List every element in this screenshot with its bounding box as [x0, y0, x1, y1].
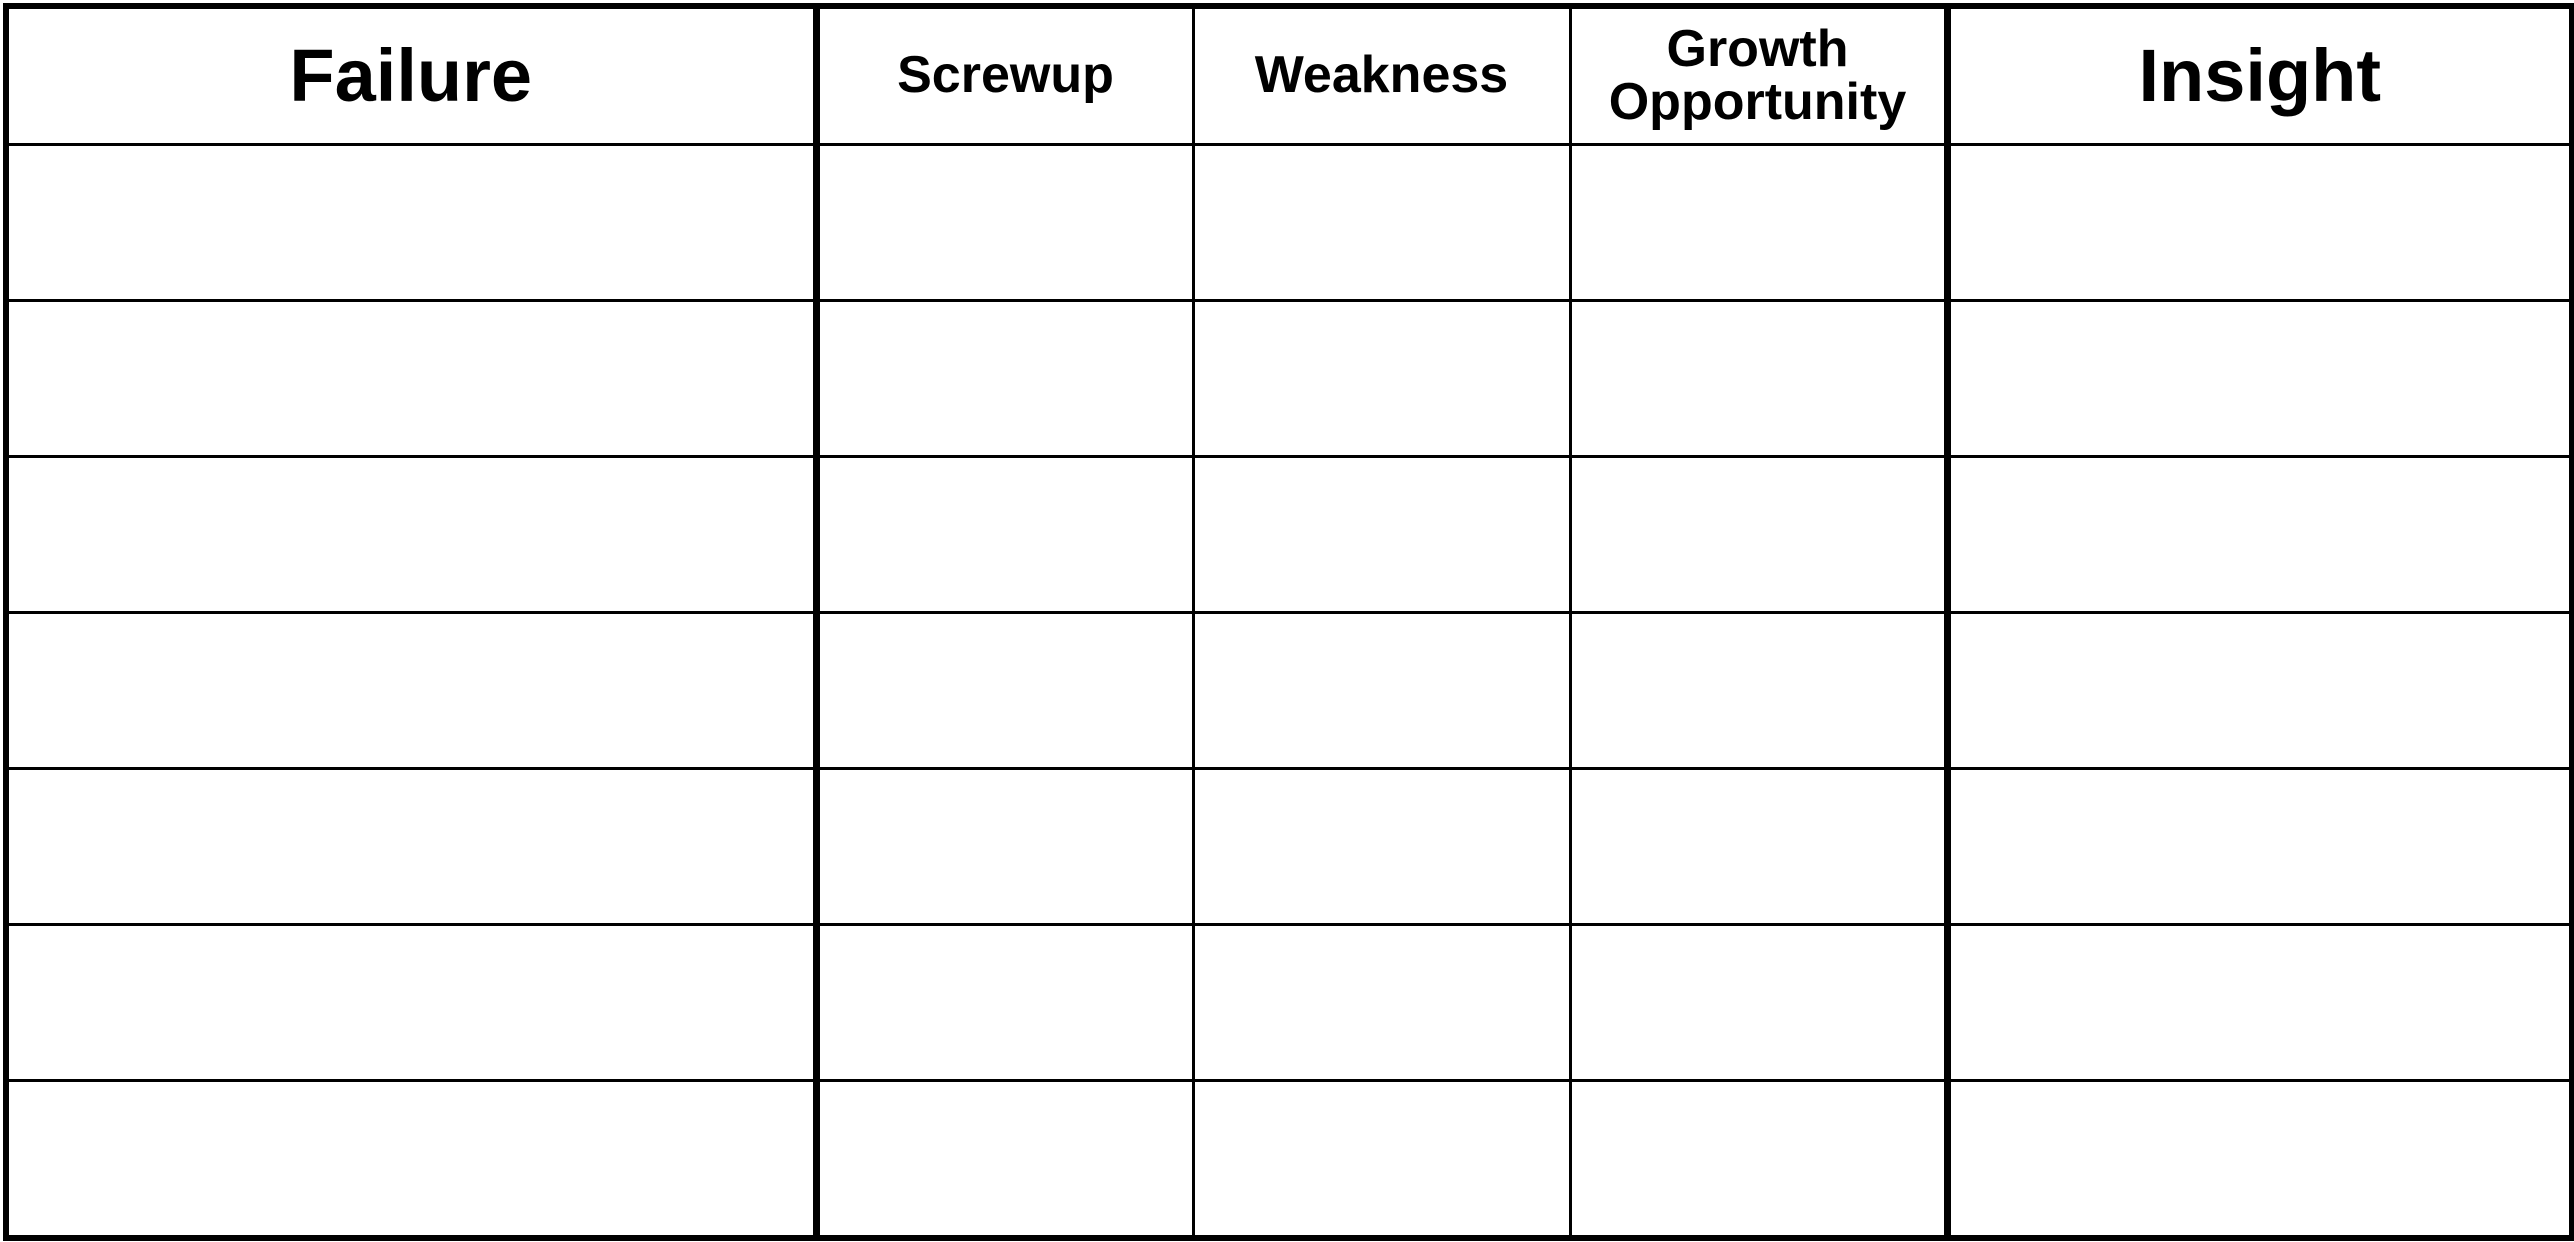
- cell-screwup: [814, 611, 1195, 770]
- table-row: [4, 923, 2574, 1082]
- cell-growth-opportunity: [1568, 143, 1951, 302]
- cell-weakness: [1191, 299, 1572, 458]
- cell-insight: [1945, 299, 2574, 458]
- cell-growth-opportunity: [1568, 455, 1951, 614]
- cell-failure: [4, 767, 820, 926]
- cell-weakness: [1191, 611, 1572, 770]
- table-row: [4, 1079, 2574, 1240]
- cell-screwup: [814, 923, 1195, 1082]
- cell-growth-opportunity: [1568, 299, 1951, 458]
- cell-weakness: [1191, 455, 1572, 614]
- cell-growth-opportunity: [1568, 1079, 1951, 1240]
- cell-weakness: [1191, 1079, 1572, 1240]
- table-row: [4, 455, 2574, 614]
- header-screwup: Screwup: [814, 4, 1195, 146]
- cell-screwup: [814, 455, 1195, 614]
- cell-insight: [1945, 143, 2574, 302]
- header-failure: Failure: [4, 4, 820, 146]
- table-row: [4, 611, 2574, 770]
- cell-insight: [1945, 923, 2574, 1082]
- header-row: Failure Screwup Weakness Growth Opportun…: [4, 4, 2574, 146]
- cell-insight: [1945, 611, 2574, 770]
- table-body: [4, 143, 2574, 1240]
- header-insight: Insight: [1945, 4, 2574, 146]
- cell-growth-opportunity: [1568, 611, 1951, 770]
- cell-weakness: [1191, 143, 1572, 302]
- cell-growth-opportunity: [1568, 923, 1951, 1082]
- cell-screwup: [814, 767, 1195, 926]
- cell-screwup: [814, 299, 1195, 458]
- cell-insight: [1945, 455, 2574, 614]
- cell-screwup: [814, 1079, 1195, 1240]
- cell-failure: [4, 299, 820, 458]
- header-growth-opportunity: Growth Opportunity: [1568, 4, 1951, 146]
- cell-screwup: [814, 143, 1195, 302]
- table-row: [4, 299, 2574, 458]
- cell-growth-opportunity: [1568, 767, 1951, 926]
- cell-failure: [4, 1079, 820, 1240]
- cell-failure: [4, 143, 820, 302]
- table-row: [4, 767, 2574, 926]
- cell-weakness: [1191, 923, 1572, 1082]
- header-weakness: Weakness: [1191, 4, 1572, 146]
- header-growth-line2: Opportunity: [1608, 73, 1907, 131]
- cell-weakness: [1191, 767, 1572, 926]
- cell-failure: [4, 923, 820, 1082]
- failure-worksheet-table: Failure Screwup Weakness Growth Opportun…: [3, 3, 2574, 1241]
- cell-failure: [4, 611, 820, 770]
- cell-failure: [4, 455, 820, 614]
- cell-insight: [1945, 1079, 2574, 1240]
- cell-insight: [1945, 767, 2574, 926]
- header-growth-line1: Growth: [1666, 19, 1849, 78]
- table-row: [4, 143, 2574, 302]
